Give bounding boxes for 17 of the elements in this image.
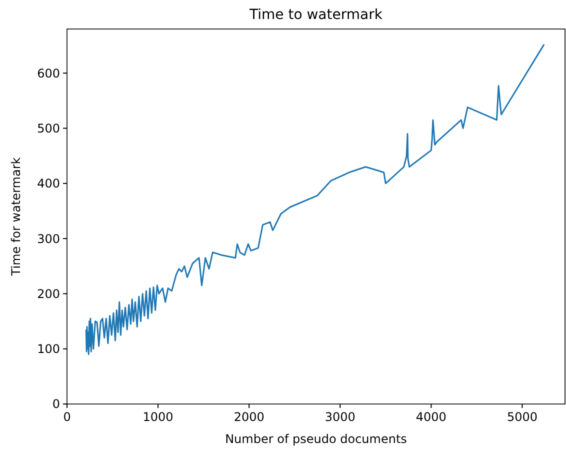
y-tick-label: 0	[52, 397, 60, 412]
y-tick-label: 100	[37, 342, 60, 356]
x-tick-label: 0	[63, 410, 71, 424]
y-axis-title: Time for watermark	[9, 157, 23, 277]
line-series	[85, 44, 545, 356]
y-tick-label: 400	[37, 176, 60, 191]
x-tick-label: 2000	[234, 410, 264, 424]
y-tick-label: 600	[37, 66, 60, 80]
x-axis-title: Number of pseudo documents	[225, 432, 407, 446]
y-tick-label: 300	[37, 232, 60, 246]
x-tick-label: 4000	[416, 410, 446, 424]
x-tick-label: 3000	[324, 410, 356, 424]
x-tick-label: 1000	[142, 410, 174, 424]
x-tick-label: 5000	[506, 410, 538, 424]
y-tick-label: 500	[37, 121, 60, 136]
y-tick-label: 200	[37, 286, 60, 301]
chart-title: Time to watermark	[248, 7, 384, 23]
